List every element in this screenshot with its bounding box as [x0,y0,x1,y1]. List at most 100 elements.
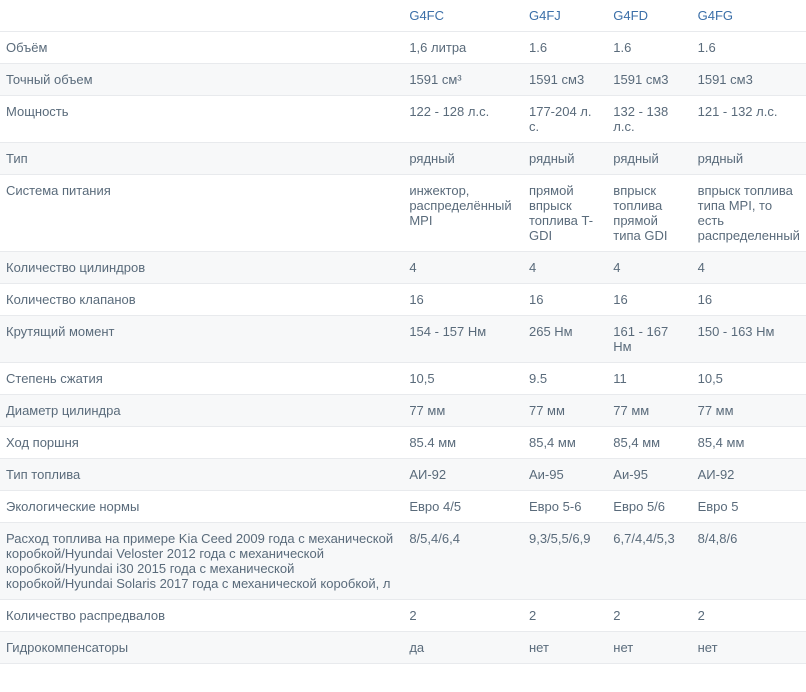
cell-value: да [403,632,523,664]
cell-value: 1591 см3 [692,64,806,96]
table-row: Точный объем1591 см³1591 см31591 см31591… [0,64,806,96]
cell-value: 85,4 мм [692,427,806,459]
cell-value: 121 - 132 л.с. [692,96,806,143]
row-label: Объём [0,32,403,64]
cell-value: 8/5,4/6,4 [403,523,523,600]
cell-value: Аи-95 [523,459,607,491]
cell-value: 9.5 [523,363,607,395]
cell-value: прямой впрыск топлива T-GDI [523,175,607,252]
cell-value: 16 [692,284,806,316]
cell-value: 1.6 [523,32,607,64]
cell-value: 77 мм [403,395,523,427]
table-row: Диаметр цилиндра77 мм77 мм77 мм77 мм [0,395,806,427]
cell-value: 77 мм [607,395,691,427]
cell-value: АИ-92 [692,459,806,491]
cell-value: впрыск топлива типа MPI, то есть распред… [692,175,806,252]
cell-value: Евро 5/6 [607,491,691,523]
table-row: Ход поршня85.4 мм85,4 мм85,4 мм85,4 мм [0,427,806,459]
cell-value: 16 [403,284,523,316]
table-row: Мощность122 - 128 л.с.177-204 л. с.132 -… [0,96,806,143]
row-label: Количество распредвалов [0,600,403,632]
cell-value: 4 [607,252,691,284]
row-label: Диаметр цилиндра [0,395,403,427]
cell-value: 2 [607,600,691,632]
cell-value: 2 [523,600,607,632]
cell-value: 1591 см3 [607,64,691,96]
row-label: Количество цилиндров [0,252,403,284]
row-label: Степень сжатия [0,363,403,395]
cell-value: Евро 5 [692,491,806,523]
table-row: Количество клапанов16161616 [0,284,806,316]
cell-value: Евро 5-6 [523,491,607,523]
cell-value: 2 [403,600,523,632]
cell-value: инжектор, распределённый MPI [403,175,523,252]
cell-value: рядный [607,143,691,175]
cell-value: 2 [692,600,806,632]
cell-value: 16 [607,284,691,316]
cell-value: 150 - 163 Нм [692,316,806,363]
cell-value: нет [692,632,806,664]
cell-value: Евро 4/5 [403,491,523,523]
cell-value: 161 - 167 Нм [607,316,691,363]
cell-value: 85,4 мм [607,427,691,459]
engine-specs-table: G4FC G4FJ G4FD G4FG Объём1,6 литра1.61.6… [0,0,806,664]
cell-value: 4 [523,252,607,284]
cell-value: 8/4,8/6 [692,523,806,600]
table-header-row: G4FC G4FJ G4FD G4FG [0,0,806,32]
table-row: Экологические нормыЕвро 4/5Евро 5-6Евро … [0,491,806,523]
cell-value: 6,7/4,4/5,3 [607,523,691,600]
row-label: Тип топлива [0,459,403,491]
cell-value: 85,4 мм [523,427,607,459]
cell-value: 1.6 [607,32,691,64]
row-label: Ход поршня [0,427,403,459]
row-label: Система питания [0,175,403,252]
table-row: Крутящий момент154 - 157 Нм265 Нм161 - 1… [0,316,806,363]
row-label: Точный объем [0,64,403,96]
row-label: Гидрокомпенсаторы [0,632,403,664]
cell-value: 1.6 [692,32,806,64]
column-header: G4FG [692,0,806,32]
cell-value: 11 [607,363,691,395]
table-row: Система питанияинжектор, распределённый … [0,175,806,252]
cell-value: нет [523,632,607,664]
table-row: Количество распредвалов2222 [0,600,806,632]
row-label: Количество клапанов [0,284,403,316]
cell-value: 10,5 [403,363,523,395]
cell-value: 9,3/5,5/6,9 [523,523,607,600]
table-row: Объём1,6 литра1.61.61.6 [0,32,806,64]
row-label: Крутящий момент [0,316,403,363]
cell-value: 122 - 128 л.с. [403,96,523,143]
row-label: Экологические нормы [0,491,403,523]
cell-value: 1591 см3 [523,64,607,96]
cell-value: впрыск топлива прямой типа GDI [607,175,691,252]
table-row: Гидрокомпенсаторыданетнетнет [0,632,806,664]
cell-value: 4 [403,252,523,284]
cell-value: Аи-95 [607,459,691,491]
cell-value: 85.4 мм [403,427,523,459]
column-header: G4FJ [523,0,607,32]
cell-value: 1,6 литра [403,32,523,64]
table-row: Степень сжатия10,59.51110,5 [0,363,806,395]
cell-value: 132 - 138 л.с. [607,96,691,143]
cell-value: АИ-92 [403,459,523,491]
table-row: Количество цилиндров4444 [0,252,806,284]
row-label: Расход топлива на примере Kia Ceed 2009 … [0,523,403,600]
row-label: Тип [0,143,403,175]
table-row: Тип топливаАИ-92Аи-95Аи-95АИ-92 [0,459,806,491]
row-label: Мощность [0,96,403,143]
cell-value: 265 Нм [523,316,607,363]
table-row: Расход топлива на примере Kia Ceed 2009 … [0,523,806,600]
cell-value: 177-204 л. с. [523,96,607,143]
cell-value: рядный [692,143,806,175]
cell-value: 154 - 157 Нм [403,316,523,363]
cell-value: 1591 см³ [403,64,523,96]
table-row: Типрядныйрядныйрядныйрядный [0,143,806,175]
cell-value: 16 [523,284,607,316]
cell-value: 77 мм [523,395,607,427]
cell-value: нет [607,632,691,664]
cell-value: 4 [692,252,806,284]
cell-value: рядный [523,143,607,175]
cell-value: рядный [403,143,523,175]
header-empty [0,0,403,32]
column-header: G4FD [607,0,691,32]
